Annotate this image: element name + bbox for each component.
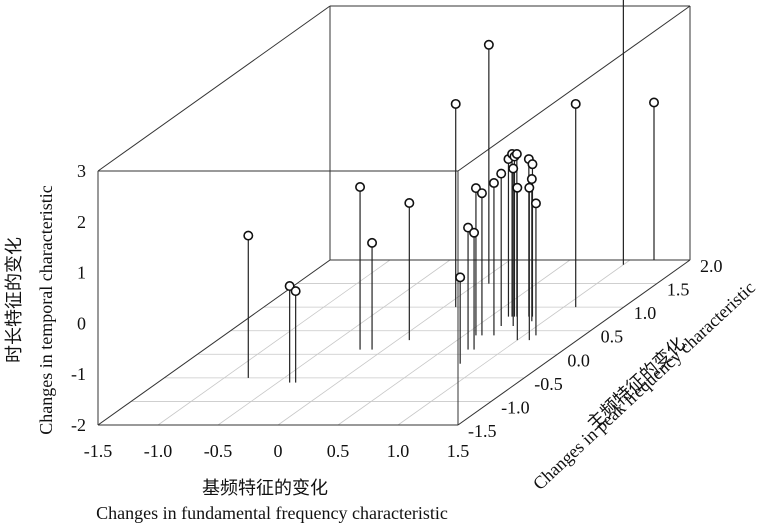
grid-line-x [337, 259, 571, 426]
data-point [450, 98, 461, 109]
y-tick-label: 1.0 [634, 303, 657, 323]
z-tick-label: 0 [77, 313, 86, 333]
z-tick-label: -1 [71, 364, 86, 384]
data-point [508, 163, 519, 174]
grid-line-x [277, 259, 511, 426]
x-tick-label: -1.5 [84, 441, 113, 461]
data-point [355, 182, 366, 193]
grid-line-x [217, 259, 451, 426]
box-edge [97, 5, 331, 172]
x-tick-label: 1.5 [447, 441, 470, 461]
data-point [526, 174, 537, 185]
data-point [404, 197, 415, 208]
data-point [476, 188, 487, 199]
z-tick-label: 3 [77, 161, 86, 181]
data-point [243, 230, 254, 241]
data-point [512, 182, 523, 193]
data-point [488, 178, 499, 189]
x-tick-label: -0.5 [204, 441, 233, 461]
x-tick-label: -1.0 [144, 441, 173, 461]
data-point [290, 286, 301, 297]
data-point [530, 198, 541, 209]
axes-box [97, 5, 691, 426]
data-point [648, 97, 659, 108]
y-tick-label: -1.0 [501, 397, 529, 417]
floor-grid [97, 259, 691, 426]
y-tick-label: 2.0 [700, 256, 723, 276]
z-axis-label: Changes in temporal characteristic [36, 185, 56, 434]
y-tick-label: -1.5 [468, 421, 497, 441]
y-tick-label: -0.5 [534, 374, 563, 394]
x-axis-label-cn: 基频特征的变化 [202, 478, 328, 498]
x-tick-label: 1.0 [387, 441, 410, 461]
z-axis-label-cn: 时长特征的变化 [4, 237, 24, 363]
data-point [469, 227, 480, 238]
grid-line-x [397, 259, 631, 426]
data-point [527, 159, 538, 170]
y-tick-label: 0.5 [601, 327, 624, 347]
z-tick-label: -2 [71, 415, 86, 435]
y-tick-label: 1.5 [667, 280, 690, 300]
data-point [570, 98, 581, 109]
z-tick-label: 2 [77, 212, 86, 232]
box-edge [457, 259, 691, 426]
x-axis-label: Changes in fundamental frequency charact… [96, 503, 448, 523]
x-tick-label: 0 [274, 441, 283, 461]
data-point [511, 149, 522, 160]
data-point [455, 272, 466, 283]
grid-line-x [157, 259, 391, 426]
data-stems [243, 0, 659, 383]
data-point [524, 182, 535, 193]
x-tick-label: 0.5 [327, 441, 350, 461]
box-edge [457, 5, 691, 172]
tick-labels: -1.5 -1.0 -0.5 0 0.5 1.0 1.5-1.5-1.0-0.50.00.5… [71, 161, 723, 461]
data-point [483, 39, 494, 50]
y-tick-label: 0.0 [567, 350, 590, 370]
data-point [496, 168, 507, 179]
data-point [367, 237, 378, 248]
z-tick-label: 1 [77, 263, 86, 283]
